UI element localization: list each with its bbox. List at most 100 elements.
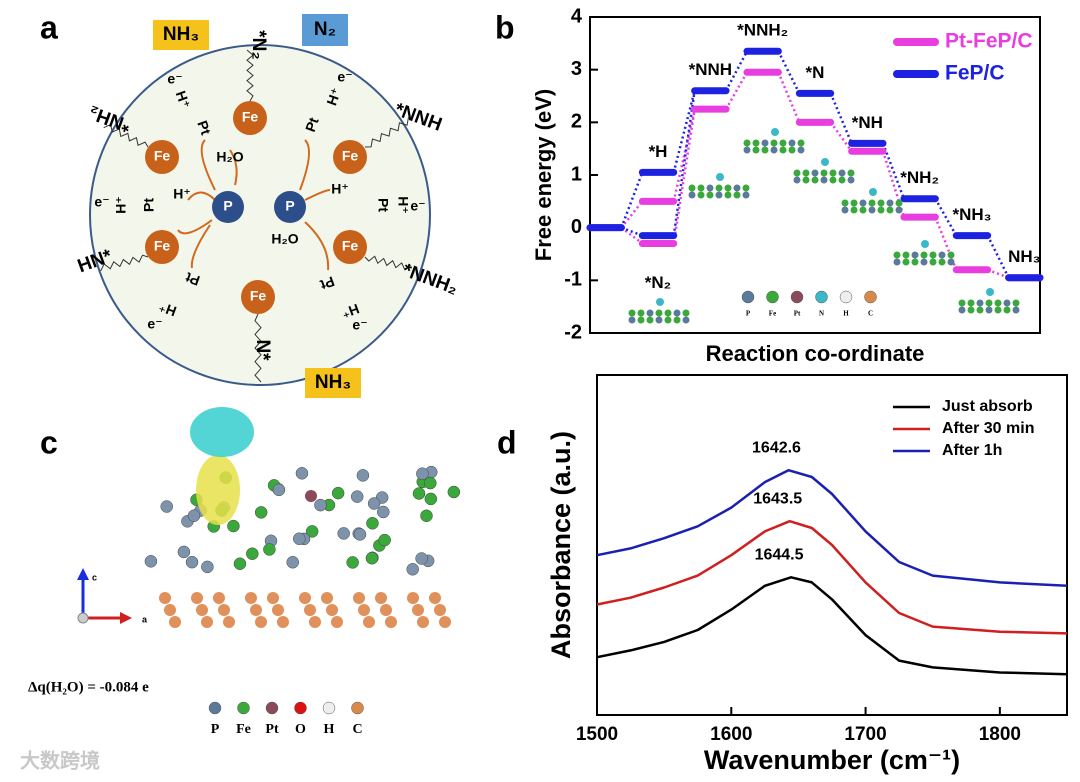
- structure-atom: [841, 206, 849, 214]
- tether: [364, 255, 412, 271]
- layer-atom: [415, 552, 428, 565]
- connector: [777, 71, 801, 123]
- fe-atom: [241, 280, 275, 314]
- structure-atom: [938, 251, 946, 259]
- legend-label: Pt-FeP/C: [945, 30, 1033, 53]
- isosurface: [196, 455, 240, 525]
- atom-label: Fe: [236, 722, 251, 737]
- species-label: H⁺: [173, 89, 194, 111]
- layer-atom: [177, 545, 191, 559]
- structure-atom: [911, 251, 919, 259]
- structure-atom: [797, 139, 805, 147]
- structure-atom: [688, 191, 696, 199]
- layer-atom: [187, 509, 201, 522]
- atom-label: Pt: [265, 722, 279, 737]
- structure-atom: [733, 184, 741, 192]
- x-tick-label: 1600: [710, 724, 752, 745]
- connector: [829, 92, 853, 144]
- level-label: *NH₃: [952, 205, 991, 224]
- arrow: [299, 139, 310, 191]
- layer-atom: [412, 487, 426, 500]
- panel-label: c: [40, 424, 58, 460]
- substrate-atom: [169, 616, 181, 628]
- panel-label: d: [497, 424, 517, 460]
- structure-atom: [841, 199, 849, 207]
- structure-atom: [664, 309, 672, 317]
- structure-atom: [859, 199, 867, 207]
- structure-atom: [655, 316, 663, 324]
- structure-atom: [976, 299, 984, 307]
- structure-atom: [628, 316, 636, 324]
- species-label: e⁻: [167, 71, 182, 87]
- layer-atom: [331, 486, 345, 500]
- y-tick-label: -2: [564, 321, 582, 343]
- atom-label: Pt: [794, 310, 801, 318]
- structure-atom: [1012, 299, 1020, 307]
- substrate-atom: [159, 592, 171, 604]
- substrate-atom: [196, 604, 208, 616]
- substrate-atom: [267, 592, 279, 604]
- fe-atom: [145, 230, 179, 264]
- species-label: H⁺: [331, 181, 349, 197]
- structure-atom: [958, 299, 966, 307]
- structure-atom: [1003, 306, 1011, 314]
- structure-atom: [742, 191, 750, 199]
- fe-label: Fe: [154, 238, 171, 254]
- structure-atom: [994, 299, 1002, 307]
- isosurface: [190, 407, 254, 457]
- structure-atom: [947, 258, 955, 266]
- layer-atom: [378, 533, 391, 547]
- layer-atom: [201, 560, 214, 574]
- structure-atom: [838, 169, 846, 177]
- layer-atom: [353, 528, 367, 541]
- atom-swatch: [766, 290, 779, 304]
- structure-atom: [752, 146, 760, 154]
- substrate-atom: [417, 616, 429, 628]
- species-label: Pt: [141, 198, 157, 212]
- connector: [724, 71, 749, 110]
- structure-atom: [743, 139, 751, 147]
- structure-atom: [929, 258, 937, 266]
- legend-label: After 30 min: [942, 420, 1034, 437]
- arrow: [190, 224, 211, 269]
- layer-atom: [160, 500, 173, 513]
- y-tick-label: -1: [564, 269, 582, 291]
- structure-atom: [859, 206, 867, 214]
- atom-swatch: [741, 290, 755, 304]
- structure-atom: [628, 309, 636, 317]
- layer-atom: [367, 497, 381, 510]
- species-label: H⁺: [339, 301, 361, 322]
- layer-atom: [377, 505, 390, 519]
- connector: [987, 268, 1010, 279]
- p-atom: [212, 191, 244, 223]
- structure-atom: [967, 299, 975, 307]
- atom-swatch: [864, 290, 877, 304]
- substrate-atom: [375, 592, 387, 604]
- structure-atom: [994, 306, 1002, 314]
- structure-atom: [646, 309, 654, 317]
- atom-swatch: [351, 701, 364, 715]
- tether: [100, 254, 149, 272]
- adsorbate: [869, 188, 877, 196]
- layer-atom: [314, 498, 327, 512]
- layer-atom: [185, 555, 199, 569]
- structure-atom: [985, 306, 993, 314]
- level-label: *NH₂: [900, 168, 939, 187]
- fe-label: Fe: [250, 288, 267, 304]
- layer-atom: [447, 485, 461, 499]
- adsorbate: [821, 158, 829, 166]
- axis-label: c: [92, 572, 97, 582]
- peak-label: 1644.5: [755, 547, 804, 564]
- structure-atom: [902, 251, 910, 259]
- y-axis-label: Absorbance (a.u.): [546, 431, 576, 659]
- tether: [364, 117, 409, 148]
- structure-atom: [779, 139, 787, 147]
- structure-atom: [820, 176, 828, 184]
- product-box: [153, 20, 209, 50]
- substrate-atom: [255, 616, 267, 628]
- x-axis-label: Reaction co-ordinate: [706, 341, 925, 366]
- structure-atom: [929, 251, 937, 259]
- structure-atom: [742, 184, 750, 192]
- species-label: H⁺: [323, 86, 344, 108]
